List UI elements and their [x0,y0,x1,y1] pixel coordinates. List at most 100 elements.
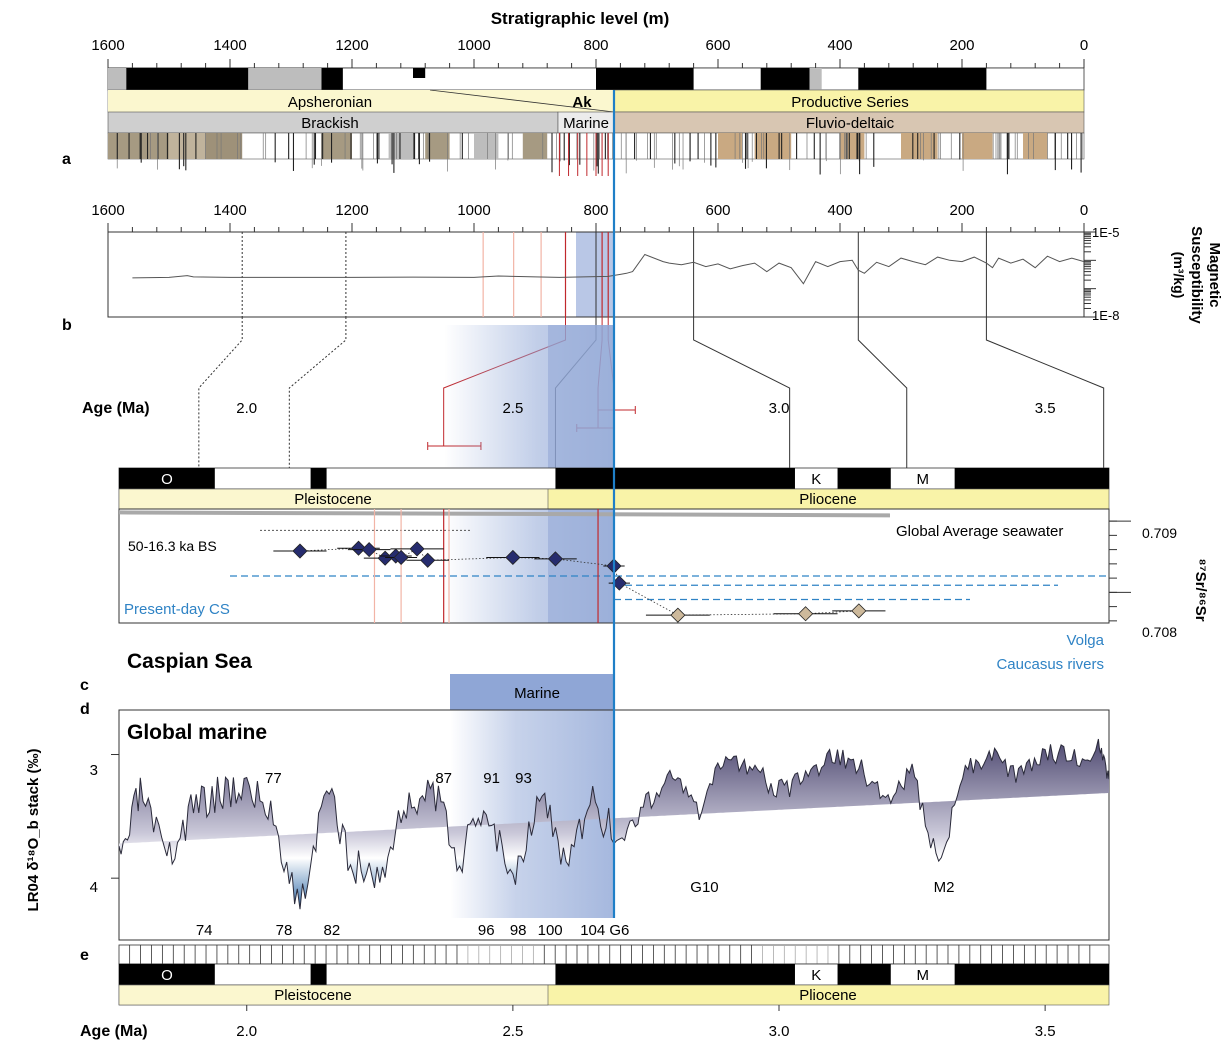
panel-e-age-axis: 2.0 2.5 3.0 3.5 [236,1005,1056,1040]
panel-a-axis: 1600 1400 1200 1000 800 600 400 200 0 [91,37,1088,69]
isotope-stage-bottom: 98 [510,922,527,939]
panel-a-letter: a [62,151,71,168]
connector-line [288,317,347,468]
polarity-chron [321,68,343,90]
ylabel-line-3: (m³/kg) [1171,252,1187,299]
akchagylian-label: Ak [572,94,592,111]
global-seawater-line [118,510,891,518]
sr-point [670,607,686,623]
global-seawater-label: Global Average seawater [896,523,1063,540]
bs-label: 50-16.3 ka BS [128,538,217,554]
tick-label: 1000 [457,202,490,219]
tick-label: 600 [705,37,730,54]
age-label-c: Age (Ma) [82,400,150,417]
panel-b-log-axis [1084,231,1096,318]
d18o-tick-4: 4 [90,879,98,896]
lithology-block [962,133,993,159]
isotope-stage-top: 87 [435,770,452,787]
isotope-stage-cold: M2 [934,879,955,896]
panel-e-stage-ticks [118,944,1110,965]
chron-label-m: M [916,471,929,488]
age-tick-label: 2.5 [502,400,523,417]
chron-black [555,964,795,985]
polarity-chron [760,68,810,90]
isotope-stage-bottom: G6 [609,922,629,939]
lithology-block [718,133,743,159]
isotope-stage-bottom: 100 [538,922,563,939]
panel-b-axis: 1600 1400 1200 1000 800 600 400 200 0 [91,202,1088,233]
sr-point [420,552,436,568]
tick-label: 800 [583,37,608,54]
isotope-stage-bottom: 78 [276,922,293,939]
sr-tick-0709: 0.709 [1142,525,1177,541]
sr-point [505,549,521,566]
caspian-sea-title: Caspian Sea [127,650,252,673]
pleistocene-label-e: Pleistocene [274,987,352,1004]
fluvio-deltaic-label: Fluvio-deltaic [806,115,895,132]
sr-point [798,606,814,622]
panel-d-y-axis [111,754,119,879]
marine-isotope-stages: 77 87 91 93 74 78 82 96 98 100 104 G6 G10 M2 [196,770,955,939]
tick-label: 1200 [335,202,368,219]
lithology-block [474,133,499,159]
panel-e-letter: e [80,947,89,964]
sr-ylabel-text: ⁸⁷Sr/⁸⁶Sr [1192,558,1209,621]
isotope-stage-bottom: 82 [324,922,341,939]
d18o-ylabel: LR04 δ¹⁸O_b stack (‰) [25,749,42,912]
panel-b-ylabel-2: Susceptibility [1188,226,1205,324]
sr-point [292,543,308,559]
chron-label-m: M [916,967,929,984]
isotope-stage-cold: G10 [690,879,718,896]
pleistocene-label-c: Pleistocene [294,491,372,508]
lithology-log [107,132,1085,176]
chron-black [310,964,327,985]
global-marine-title: Global marine [127,721,267,744]
connector-line [985,317,1105,468]
chron-label-k: K [811,967,821,984]
apsheronian-label: Apsheronian [288,94,372,111]
chron-label-o: O [161,471,173,488]
tick-label: 1600 [91,202,124,219]
tick-label: 800 [583,202,608,219]
stage-tick-bar [118,944,1110,965]
lithology-block [425,133,450,159]
lithology-block [321,133,352,159]
lithology-block [522,133,548,159]
magnetic-susceptibility-series [132,253,1085,285]
polarity-chron [596,68,694,90]
chron-black [954,964,1109,985]
age-tick-label: 3.0 [769,1023,790,1040]
isotope-stage-bottom: 104 [580,922,605,939]
lithology-block [169,133,206,159]
lithology-block [754,133,792,159]
present-cs-label: Present-day CS [124,601,230,618]
tick-label: 1200 [335,37,368,54]
isotope-stage-top: 91 [483,770,500,787]
age-tick-label: 3.5 [1035,400,1056,417]
tick-label: 600 [705,202,730,219]
chron-black [837,964,891,985]
tick-label: 400 [827,37,852,54]
sr-point [409,541,425,557]
pleistocene-box-e [118,984,549,1006]
isotope-stage-bottom: 96 [478,922,495,939]
volga-label: Volga [1066,632,1104,649]
polarity-chron [108,68,127,90]
lithology-block [1023,133,1048,159]
chron-black [310,468,327,489]
isotope-stage-top: 93 [515,770,532,787]
panel-b-ylabel-3: (m³/kg) [1171,252,1187,299]
apsheronian-unit [108,90,614,112]
panel-c-reference-lines [118,509,1109,623]
age-tick-label: 2.0 [236,1023,257,1040]
marine-box [450,674,614,710]
tick-label: 200 [949,37,974,54]
panel-c-y-axis [1108,509,1131,623]
chron-black [555,468,795,489]
panel-c-letter: c [80,677,89,694]
panel-b-letter: b [62,317,72,334]
productive-series-label: Productive Series [791,94,909,111]
pliocene-label-c: Pliocene [799,491,857,508]
